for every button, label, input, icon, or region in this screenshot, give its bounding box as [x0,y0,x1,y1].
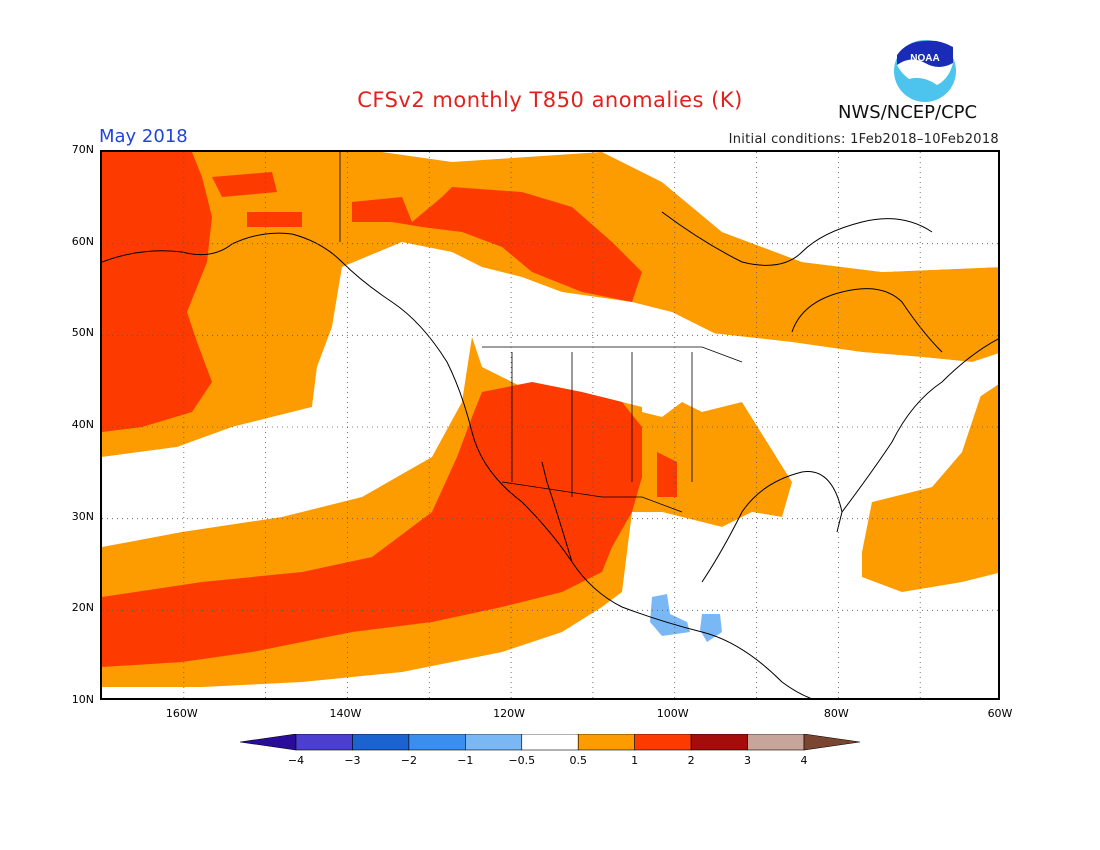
lat-label: 10N [71,693,94,706]
lat-label: 50N [71,326,94,340]
initial-conditions: Initial conditions: 1Feb2018–10Feb2018 [728,132,999,147]
colorbar-label: 1 [631,754,639,767]
anomaly-red-gulf [247,212,302,227]
colorbar-swatch [352,734,410,751]
colorbar-swatch [465,734,523,751]
lon-label: 140W [329,707,362,720]
anomaly-orange-pacific [102,152,998,457]
anomaly-red-alaska [102,152,212,432]
boundaries [339,152,743,513]
colorbar-swatch [295,734,353,751]
anomaly-blue-mexico-2 [700,614,722,642]
anomaly-orange-atlantic [862,384,998,592]
lon-label: 160W [165,707,198,720]
anomaly-red-canada [352,187,642,302]
noaa-logo: NOAA [893,39,957,103]
colorbar-label: 4 [800,754,808,767]
anomaly-red-southwest [102,382,642,667]
lon-label: 120W [493,707,526,720]
colorbar-swatch [521,734,579,751]
anomaly-neutral-mexico [602,512,862,698]
anomaly-neutral-pacific [102,242,462,502]
colorbar-label: 2 [687,754,695,767]
anomaly-fields [102,152,998,698]
coastlines [102,211,998,698]
graticule [102,152,998,698]
colorbar-label: −4 [287,754,305,767]
colorbar-swatch [239,734,297,751]
noaa-logo-text: NOAA [910,53,939,64]
colorbar-label: −3 [344,754,361,767]
lat-label: 20N [71,601,94,615]
forecast-period: May 2018 [99,126,188,147]
colorbar-swatch [634,734,692,751]
lon-label: 100W [656,707,689,720]
anomaly-map [100,150,1000,700]
colorbar-swatch [747,734,805,751]
lat-label: 40N [71,418,94,431]
lat-label: 70N [71,143,94,156]
lon-label: 80W [823,707,849,720]
colorbar-swatch [803,734,861,751]
agency-label: NWS/NCEP/CPC [838,102,978,123]
anomaly-neutral-northeast [602,152,998,272]
lon-label: 60W [987,707,1013,720]
colorbar-swatch [408,734,466,751]
chart-title: CFSv2 monthly T850 anomalies (K) [357,88,743,112]
anomaly-red-plains [657,452,677,497]
colorbar-swatch [690,734,748,751]
lat-label: 30N [71,509,94,523]
anomaly-blue-mexico [650,594,690,636]
colorbar-swatch [577,734,635,751]
colorbar-label: −2 [400,754,417,767]
anomaly-red-kamchatka [212,172,277,197]
colorbar-label: −1 [457,754,474,767]
colorbar-label: 0.5 [569,754,587,767]
colorbar [239,734,861,751]
colorbar-label: 3 [744,754,752,767]
colorbar-label: −0.5 [508,754,536,767]
lat-label: 60N [71,234,94,248]
